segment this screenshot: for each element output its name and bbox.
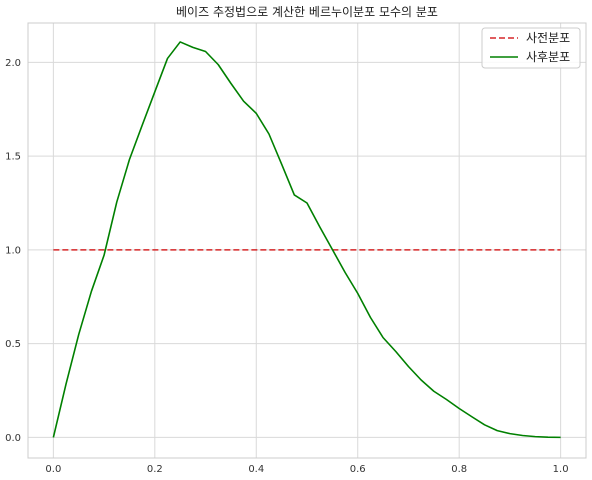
y-tick-label: 2.0 <box>5 58 21 69</box>
legend-label: 사후분포 <box>526 50 570 64</box>
series-layer <box>52 41 561 439</box>
grid <box>28 23 586 458</box>
plot-frame <box>27 22 587 459</box>
chart-title: 베이즈 추정법으로 계산한 베르누이분포 모수의 분포 <box>176 5 438 19</box>
legend-box <box>481 27 581 69</box>
tick-labels: 0.0 0.2 0.4 0.6 0.8 1.0 0.0 0.5 1.0 1.5 2.0 <box>5 58 568 475</box>
x-tick-label: 0.0 <box>45 464 61 475</box>
y-tick-label: 0.0 <box>5 433 21 444</box>
x-tick-label: 0.2 <box>147 464 163 475</box>
x-tick-label: 0.4 <box>248 464 264 475</box>
x-tick-label: 1.0 <box>553 464 569 475</box>
x-tick-label: 0.8 <box>451 464 467 475</box>
y-tick-label: 0.5 <box>5 339 21 350</box>
legend-label: 사전분포 <box>526 31 570 45</box>
y-tick-label: 1.5 <box>5 152 21 163</box>
series-line-posterior <box>52 41 561 439</box>
y-tick-label: 1.0 <box>5 245 21 256</box>
x-tick-label: 0.6 <box>350 464 366 475</box>
